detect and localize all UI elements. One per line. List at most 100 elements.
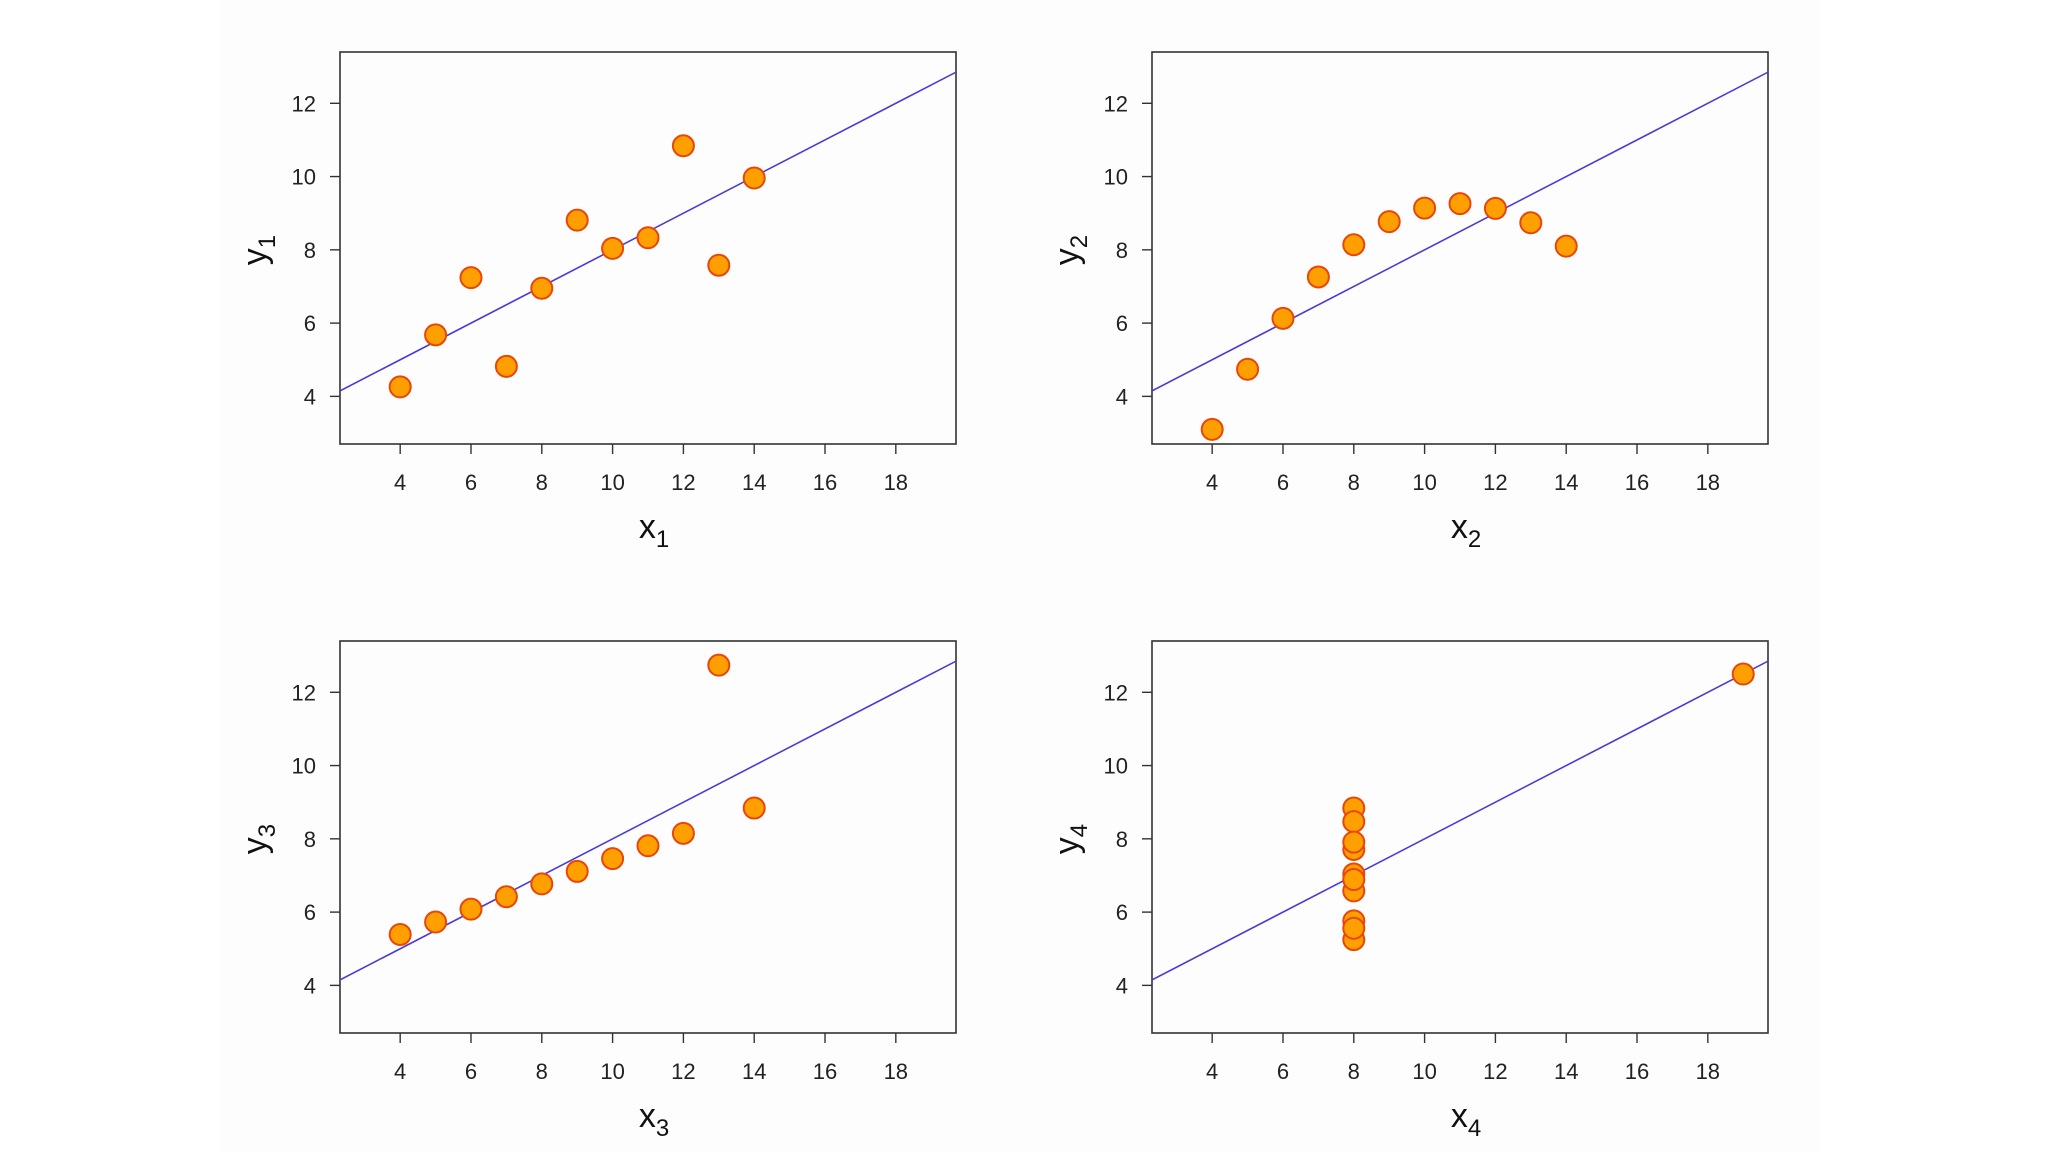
data-point [636, 834, 660, 858]
y-axis-label: y4 [1048, 824, 1093, 854]
data-point [1377, 210, 1401, 234]
y-tick-label: 4 [1116, 973, 1128, 998]
x-tick-label: 4 [1206, 470, 1218, 495]
data-point [707, 653, 731, 677]
y-tick-label: 6 [1116, 311, 1128, 336]
data-point [388, 922, 412, 946]
data-point [530, 872, 554, 896]
y-tick-label: 12 [292, 680, 316, 705]
y-tick-label: 12 [1104, 91, 1128, 116]
plot-frame [339, 51, 957, 445]
data-point [1342, 916, 1366, 940]
data-point [707, 253, 731, 277]
data-point [494, 885, 518, 909]
data-point [1342, 810, 1366, 834]
figure-background [220, 0, 1820, 1153]
y-tick-label: 6 [304, 311, 316, 336]
data-point [459, 897, 483, 921]
y-tick-label: 8 [1116, 827, 1128, 852]
data-point [636, 226, 660, 250]
y-tick-label: 12 [1104, 680, 1128, 705]
y-tick-label: 12 [292, 91, 316, 116]
data-point [1413, 196, 1437, 220]
x-tick-label: 8 [536, 1059, 548, 1084]
x-tick-label: 12 [1483, 470, 1507, 495]
x-tick-label: 12 [671, 470, 695, 495]
x-tick-label: 16 [813, 1059, 837, 1084]
x-tick-label: 10 [600, 1059, 624, 1084]
plot-frame [1151, 51, 1769, 445]
data-point [1200, 417, 1224, 441]
data-point [494, 354, 518, 378]
x-tick-label: 8 [1348, 470, 1360, 495]
y-tick-label: 8 [1116, 238, 1128, 263]
x-tick-label: 8 [1348, 1059, 1360, 1084]
x-tick-label: 10 [1412, 470, 1436, 495]
data-point [565, 208, 589, 232]
data-point [671, 134, 695, 158]
data-point [530, 276, 554, 300]
x-tick-label: 18 [1696, 470, 1720, 495]
x-tick-label: 14 [742, 470, 766, 495]
plot-frame [1151, 640, 1769, 1034]
x-axis-label: x3 [639, 1097, 669, 1142]
x-tick-label: 4 [1206, 1059, 1218, 1084]
regression-line [1152, 660, 1768, 981]
y-axis-label: y1 [236, 235, 281, 265]
x-tick-label: 16 [1625, 1059, 1649, 1084]
x-tick-label: 16 [1625, 470, 1649, 495]
y-tick-label: 10 [1104, 754, 1128, 779]
x-tick-label: 12 [1483, 1059, 1507, 1084]
data-point [565, 859, 589, 883]
y-tick-label: 6 [1116, 900, 1128, 925]
y-tick-label: 4 [304, 384, 316, 409]
data-point [1306, 265, 1330, 289]
data-point [1342, 233, 1366, 257]
y-tick-label: 10 [292, 754, 316, 779]
x-axis-label: x4 [1451, 1097, 1481, 1142]
data-point [1271, 306, 1295, 330]
x-tick-label: 16 [813, 470, 837, 495]
data-point [742, 166, 766, 190]
x-tick-label: 10 [600, 470, 624, 495]
y-tick-label: 4 [1116, 384, 1128, 409]
plot-frame [339, 640, 957, 1034]
data-point [742, 796, 766, 820]
data-point [671, 821, 695, 845]
data-point [1554, 234, 1578, 258]
x-tick-label: 10 [1412, 1059, 1436, 1084]
x-tick-label: 12 [671, 1059, 695, 1084]
y-tick-label: 10 [1104, 165, 1128, 190]
data-point [424, 910, 448, 934]
y-tick-label: 10 [292, 165, 316, 190]
x-tick-label: 14 [742, 1059, 766, 1084]
x-tick-label: 6 [1277, 470, 1289, 495]
data-point [601, 236, 625, 260]
data-point [459, 266, 483, 290]
data-point [1448, 192, 1472, 216]
y-tick-label: 4 [304, 973, 316, 998]
y-axis-label: y2 [1048, 235, 1093, 265]
data-point [1483, 196, 1507, 220]
y-tick-label: 6 [304, 900, 316, 925]
x-tick-label: 18 [1696, 1059, 1720, 1084]
y-axis-label: y3 [236, 824, 281, 854]
y-tick-label: 8 [304, 238, 316, 263]
x-tick-label: 14 [1554, 1059, 1578, 1084]
x-tick-label: 6 [1277, 1059, 1289, 1084]
y-tick-label: 8 [304, 827, 316, 852]
data-point [388, 375, 412, 399]
x-axis-label: x2 [1451, 508, 1481, 553]
data-point [1731, 662, 1755, 686]
x-axis-label: x1 [639, 508, 669, 553]
data-point [1342, 830, 1366, 854]
data-point [601, 847, 625, 871]
x-tick-label: 18 [884, 1059, 908, 1084]
data-point [1519, 211, 1543, 235]
data-point [424, 323, 448, 347]
data-point [1342, 867, 1366, 891]
